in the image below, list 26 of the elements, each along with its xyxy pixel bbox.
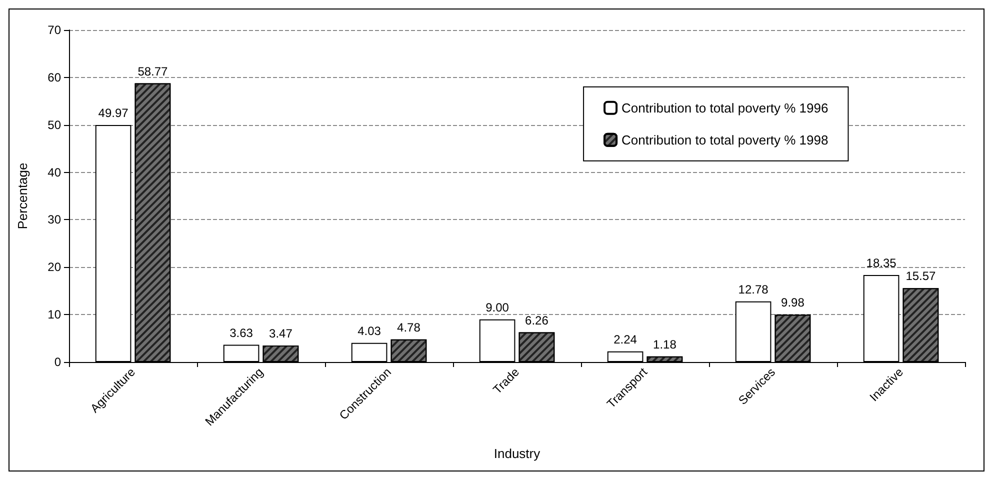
legend-label: Contribution to total poverty % 1996 xyxy=(622,100,828,116)
data-label: 9.98 xyxy=(781,296,805,310)
y-tick-label: 20 xyxy=(48,260,62,274)
data-label: 18.35 xyxy=(866,256,897,270)
data-label: 9.00 xyxy=(486,300,510,314)
data-label: 2.24 xyxy=(614,332,638,346)
y-tick-label: 10 xyxy=(48,308,62,322)
data-label: 15.57 xyxy=(906,269,936,284)
data-label: 49.97 xyxy=(98,106,129,120)
y-tick-label: 70 xyxy=(48,23,62,37)
data-label: 1.18 xyxy=(653,337,677,352)
y-tick-label: 0 xyxy=(54,355,62,369)
legend-label: Contribution to total poverty % 1998 xyxy=(622,132,828,148)
y-axis-title: Percentage xyxy=(15,162,30,230)
data-label: 4.78 xyxy=(397,320,421,334)
y-tick-label: 30 xyxy=(48,212,62,227)
data-label: 12.78 xyxy=(738,282,769,296)
y-tick-label: 50 xyxy=(48,118,62,132)
x-axis-title: Industry xyxy=(494,446,541,461)
y-tick-label: 40 xyxy=(48,165,62,180)
y-tick-label: 60 xyxy=(48,70,62,84)
data-label: 4.03 xyxy=(358,324,382,338)
data-label: 6.26 xyxy=(525,313,549,328)
data-label: 3.47 xyxy=(269,326,293,341)
data-label: 58.77 xyxy=(138,64,168,78)
data-label: 3.63 xyxy=(230,326,254,340)
